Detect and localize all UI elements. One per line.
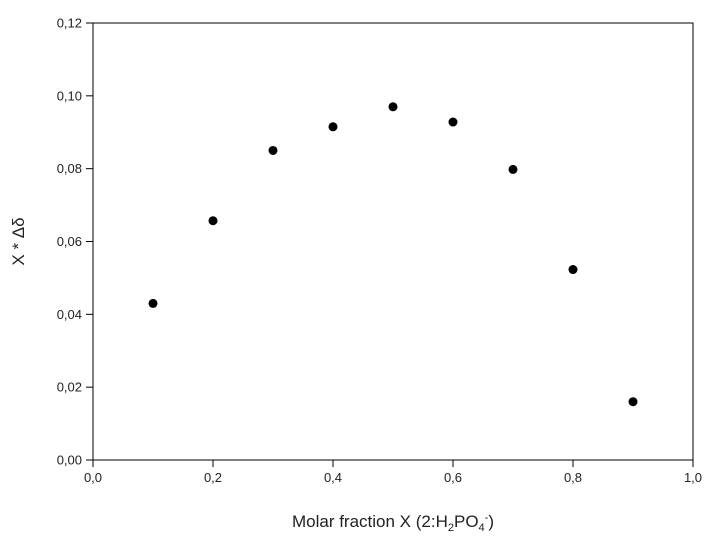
y-tick-label: 0,12 (57, 16, 82, 31)
x-axis-title-sup: - (485, 512, 489, 524)
data-point (328, 122, 338, 132)
x-axis-title-sub1: 2 (448, 522, 454, 534)
x-axis-title: Molar fraction X (2:H2PO4-) (292, 512, 494, 534)
x-tick-label: 0,6 (444, 470, 462, 485)
y-tick-label: 0,00 (57, 453, 82, 468)
y-tick-label: 0,06 (57, 234, 82, 249)
x-tick-label: 0,4 (324, 470, 342, 485)
y-tick-label: 0,08 (57, 161, 82, 176)
x-tick-label: 1,0 (684, 470, 702, 485)
data-point (568, 265, 578, 275)
y-axis-ticks: 0,00 0,02 0,04 0,06 0,08 0,10 0,12 (57, 16, 93, 468)
data-points (148, 102, 638, 407)
plot-frame (92, 22, 694, 461)
x-tick-label: 0,2 (204, 470, 222, 485)
data-point (268, 145, 278, 155)
x-tick-label: 0,8 (564, 470, 582, 485)
x-axis-title-sub2: 4 (479, 522, 485, 534)
x-axis-title-mid: PO (454, 512, 479, 531)
data-point (628, 397, 638, 407)
data-point (388, 102, 398, 112)
y-tick-label: 0,02 (57, 380, 82, 395)
x-axis-title-end: ) (488, 512, 494, 531)
data-point (448, 117, 458, 127)
y-tick-label: 0,04 (57, 307, 82, 322)
x-tick-label: 0,0 (84, 470, 102, 485)
x-axis-ticks: 0,0 0,2 0,4 0,6 0,8 1,0 (84, 460, 702, 485)
data-point (208, 216, 218, 226)
data-point (148, 298, 158, 308)
y-axis-title: X * Δδ (9, 217, 28, 265)
data-point (508, 164, 518, 174)
y-tick-label: 0,10 (57, 88, 82, 103)
x-axis-title-main: Molar fraction X (2:H (292, 512, 448, 531)
